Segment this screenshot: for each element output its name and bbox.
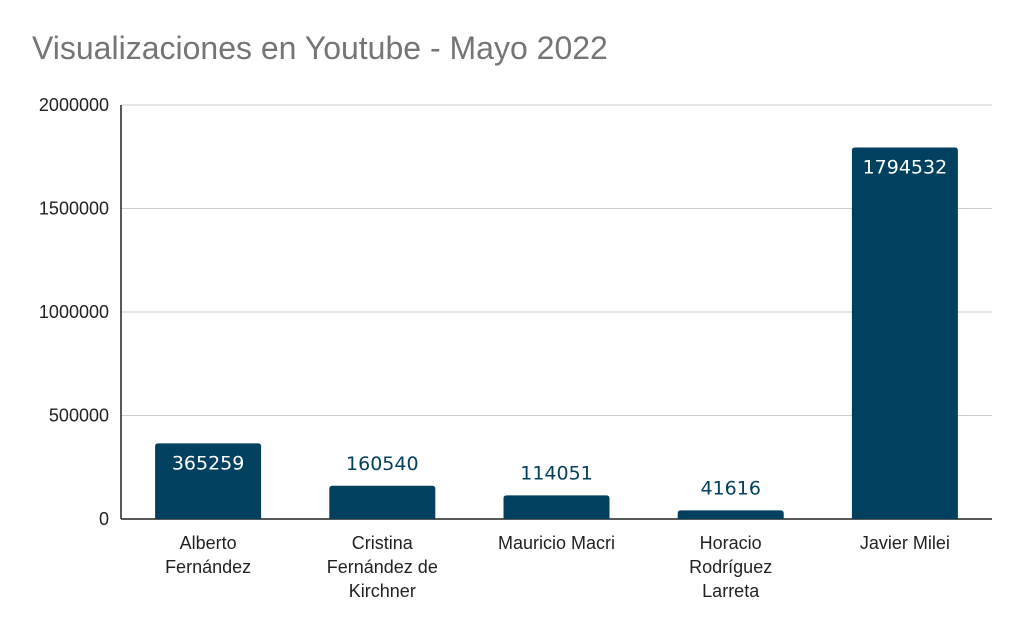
bar [677,510,784,519]
data-label: 41616 [700,477,760,499]
x-tick-label: Mauricio Macri [498,533,615,553]
data-label: 160540 [346,453,419,475]
x-tick-label: Fernández [165,557,251,577]
bar [503,495,610,519]
y-tick-label: 1500000 [39,199,109,219]
chart-title: Visualizaciones en Youtube - Mayo 2022 [32,30,608,66]
bar [155,443,262,519]
x-tick-label: Rodríguez [689,557,772,577]
x-tick-label: Javier Milei [860,533,950,553]
y-tick-label: 1000000 [39,302,109,322]
x-tick-label: Alberto [180,533,237,553]
y-tick-label: 2000000 [39,95,109,115]
x-tick-label: Kirchner [349,581,416,601]
x-tick-label: Fernández de [327,557,438,577]
bar [329,485,436,519]
y-tick-label: 500000 [49,406,109,426]
x-tick-label: Larreta [702,581,760,601]
data-label: 1794532 [863,157,948,179]
data-label: 114051 [520,462,593,484]
data-label: 365259 [172,452,245,474]
x-tick-label: Cristina [352,533,414,553]
bar [851,147,958,520]
y-tick-label: 0 [99,509,109,529]
x-tick-label: Horacio [700,533,762,553]
